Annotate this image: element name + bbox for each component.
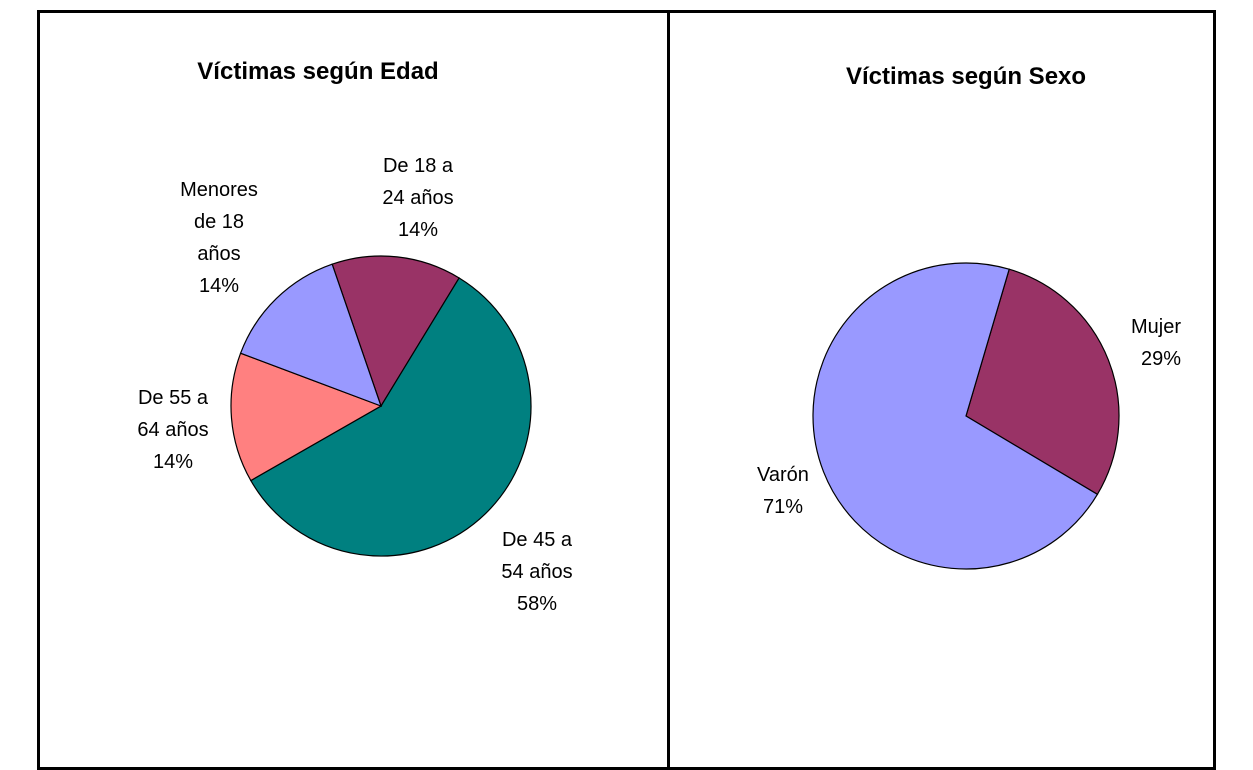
- value-label: 58%: [516, 593, 558, 615]
- value-label: 14%: [397, 219, 439, 241]
- chart-title: Víctimas según Edad: [197, 58, 439, 85]
- category-label: De 55 a 64 años: [137, 387, 209, 441]
- chart-title: Víctimas según Sexo: [845, 63, 1087, 90]
- page: {"chart_data": [ {"type": "pie", "title"…: [37, 10, 1216, 770]
- slice-label: Varón 71%: [751, 459, 815, 523]
- pie-slice: [812, 262, 1099, 570]
- value-label: 14%: [198, 275, 240, 297]
- category-label: Varón: [757, 464, 809, 486]
- pie-slice: [331, 255, 460, 408]
- value-label: 14%: [152, 451, 194, 473]
- category-label: De 18 a 24 años: [382, 155, 454, 209]
- pie-slice: [965, 268, 1120, 496]
- value-label: 71%: [762, 496, 804, 518]
- pie-slice: [239, 263, 382, 408]
- pie-slice: [250, 277, 532, 557]
- category-label: Menores de 18 años: [180, 179, 258, 265]
- slice-label: Mujer 29%: [1117, 311, 1181, 375]
- slice-label: De 45 a 54 años 58%: [494, 524, 580, 620]
- slice-label: Menores de 18 años 14%: [176, 174, 262, 302]
- pie-slice: [230, 352, 383, 482]
- slice-label: De 18 a 24 años 14%: [375, 150, 461, 246]
- value-label: 29%: [1140, 348, 1181, 370]
- category-label: Mujer: [1130, 316, 1181, 338]
- category-label: De 45 a 54 años: [501, 529, 573, 583]
- slice-label: De 55 a 64 años 14%: [130, 382, 216, 478]
- chart: [230, 255, 1120, 570]
